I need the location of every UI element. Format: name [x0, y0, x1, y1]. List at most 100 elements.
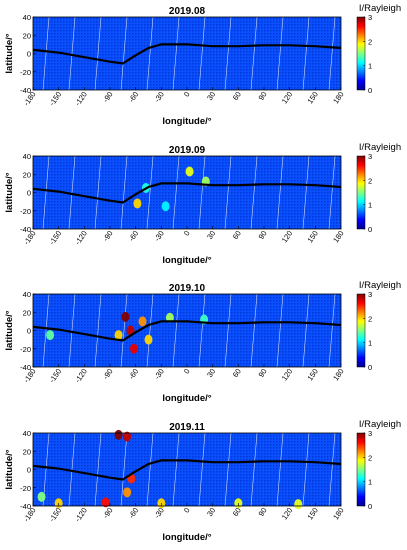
y-tick-label: -20	[20, 484, 31, 493]
swath-line	[94, 293, 102, 368]
x-tick-label: 120	[280, 367, 295, 382]
y-tick-label: 40	[23, 429, 31, 438]
x-tick-label: 90	[256, 367, 268, 379]
swath-line	[198, 293, 206, 368]
colorbar-tick-label: 1	[368, 339, 372, 348]
colorbar-tick-label: 2	[368, 314, 372, 323]
x-tick-label: -60	[127, 90, 141, 104]
y-tick-label: -40	[20, 225, 31, 234]
heatmap-field	[33, 294, 341, 367]
swath-line	[302, 155, 310, 230]
swath-line	[302, 432, 310, 507]
colorbar-tick-label: 2	[368, 453, 372, 462]
swath-line	[94, 155, 102, 230]
swath-line	[68, 432, 76, 507]
swath-line	[42, 16, 50, 91]
x-tick-label: 30	[205, 90, 217, 102]
swath-line	[146, 16, 154, 91]
colorbar-tick-label: 1	[368, 201, 372, 210]
colorbar-tick-label: 3	[368, 290, 372, 299]
swath-line	[328, 16, 336, 91]
x-tick-label: -150	[47, 506, 63, 523]
swath-line	[328, 432, 336, 507]
y-axis-label: latitude/°	[4, 172, 15, 212]
hotspot-mark	[126, 325, 135, 336]
x-tick-label: -90	[101, 90, 115, 104]
swath-line	[250, 432, 258, 507]
hotspot-mark	[144, 334, 153, 345]
swath-line	[94, 16, 102, 91]
hotspot-mark	[161, 201, 170, 212]
y-tick-label: 0	[27, 50, 31, 59]
colorbar-tick-label: 1	[368, 62, 372, 71]
magnetic-equator-line	[32, 459, 342, 481]
swath-line	[146, 432, 154, 507]
colorbar-label: I/Rayleigh	[359, 142, 401, 153]
y-tick-label: 0	[27, 189, 31, 198]
y-axis-label: latitude/°	[4, 33, 15, 73]
colorbar-tick-label: 0	[368, 86, 372, 95]
x-tick-label: 0	[182, 506, 192, 515]
y-tick-label: 20	[23, 31, 31, 40]
swath-line	[172, 16, 180, 91]
x-tick-label: 90	[256, 229, 268, 241]
swath-line	[250, 16, 258, 91]
x-tick-label: -150	[47, 229, 63, 246]
x-tick-label: -90	[101, 367, 115, 381]
x-tick-label: 150	[305, 367, 320, 382]
x-axis-label: longitude/°	[162, 255, 211, 266]
panel-title: 2019.10	[169, 283, 206, 294]
panel-title: 2019.08	[169, 6, 206, 17]
swath-line	[146, 155, 154, 230]
swath-line	[302, 293, 310, 368]
hotspot-mark	[114, 330, 123, 341]
x-tick-label: 0	[182, 367, 192, 376]
x-tick-label: 60	[231, 229, 243, 241]
x-tick-label: -60	[127, 229, 141, 243]
y-tick-label: -40	[20, 363, 31, 372]
x-tick-label: 0	[182, 90, 192, 99]
x-tick-label: 150	[305, 506, 320, 521]
hotspot-mark	[129, 343, 138, 354]
hotspot-mark	[121, 311, 130, 322]
magnetic-equator-line	[32, 43, 342, 65]
swath-line	[276, 432, 284, 507]
y-tick-label: 40	[23, 290, 31, 299]
magnetic-equator-line	[32, 320, 342, 342]
swath-line	[328, 155, 336, 230]
hotspot-mark	[114, 429, 123, 440]
y-tick-label: -20	[20, 345, 31, 354]
x-tick-label: 60	[231, 506, 243, 518]
x-tick-label: 90	[256, 90, 268, 102]
colorbar-tick-label: 0	[368, 502, 372, 511]
hotspot-mark	[138, 316, 147, 327]
magnetic-equator-line	[32, 182, 342, 204]
x-tick-label: 30	[205, 229, 217, 241]
swath-line	[224, 155, 232, 230]
colorbar-tick-label: 3	[368, 429, 372, 438]
x-tick-label: 120	[280, 229, 295, 244]
y-tick-label: -20	[20, 68, 31, 77]
y-axis-label: latitude/°	[4, 310, 15, 350]
colorbar-tick-label: 2	[368, 176, 372, 185]
x-tick-label: 120	[280, 506, 295, 521]
hotspot-mark	[101, 497, 110, 508]
swath-line	[198, 16, 206, 91]
swath-line	[250, 155, 258, 230]
swath-line	[68, 155, 76, 230]
colorbar-tick-label: 3	[368, 152, 372, 161]
swath-line	[224, 432, 232, 507]
y-tick-label: 0	[27, 327, 31, 336]
x-axis-label: longitude/°	[162, 116, 211, 127]
x-tick-label: -150	[47, 90, 63, 107]
panel-title: 2019.09	[169, 145, 206, 156]
swath-line	[276, 155, 284, 230]
y-tick-label: -20	[20, 207, 31, 216]
y-tick-label: 20	[23, 447, 31, 456]
y-tick-label: -40	[20, 502, 31, 511]
heatmap-field	[33, 156, 341, 229]
x-tick-label: -30	[152, 367, 166, 381]
panel-title: 2019.11	[169, 422, 205, 433]
x-tick-label: 30	[205, 506, 217, 518]
y-tick-label: 40	[23, 13, 31, 22]
